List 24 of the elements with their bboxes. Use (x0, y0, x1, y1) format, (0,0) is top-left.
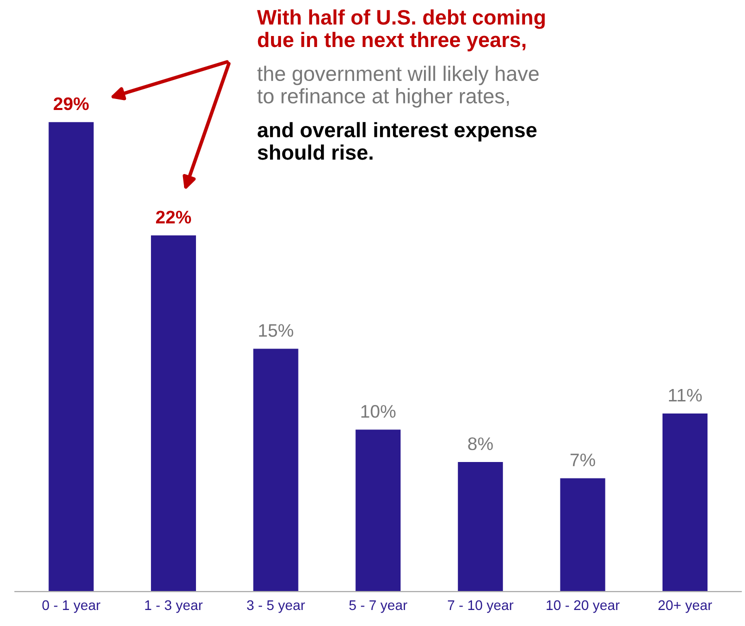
data-label: 22% (156, 210, 192, 224)
bar (662, 413, 708, 592)
bar (458, 462, 503, 592)
data-label: 7% (570, 454, 596, 466)
data-label: 10% (361, 404, 396, 418)
x-tick-label: 3 - 5 year (246, 600, 305, 613)
x-tick-label: 20+ year (658, 600, 712, 613)
data-label: 29% (54, 97, 89, 110)
data-label: 8% (468, 437, 493, 450)
x-tick-label: 1 - 3 year (145, 600, 203, 613)
text: With half of U.S. debt coming due in the next three years, (257, 9, 545, 52)
annotation: and overall interest expense should rise. (258, 122, 537, 160)
bar (150, 235, 196, 592)
x-tick-label: 0 - 1 year (42, 600, 100, 613)
bar (253, 348, 298, 592)
x-tick-label: 5 - 7 year (349, 600, 408, 613)
text: the government will likely have to refinance at higher rates, (257, 66, 539, 108)
x-tick-label: 10 - 20 year (546, 600, 620, 613)
x-tick-label: 7 - 10 year (448, 600, 514, 613)
bar (356, 430, 401, 592)
data-label: 15% (259, 324, 294, 337)
bar (560, 478, 606, 592)
data-label: 11% (668, 388, 702, 402)
bar (48, 122, 94, 592)
